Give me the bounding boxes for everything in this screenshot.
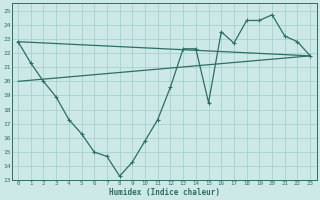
- X-axis label: Humidex (Indice chaleur): Humidex (Indice chaleur): [108, 188, 220, 197]
